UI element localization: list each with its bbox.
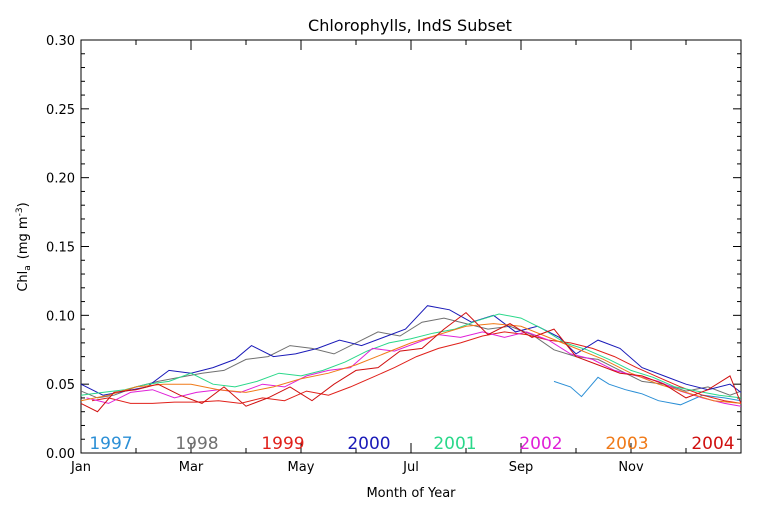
x-tick-label: Nov <box>618 460 644 475</box>
legend-year-1997: 1997 <box>89 434 132 454</box>
y-tick-label: 0.00 <box>46 447 75 462</box>
x-tick-label: Sep <box>509 460 534 475</box>
y-label-main: Chl <box>16 271 31 292</box>
series-line-1998 <box>80 317 742 399</box>
series-line-2000 <box>80 305 742 396</box>
y-label-units-pre: (mg m <box>16 216 31 259</box>
y-tick-label: 0.30 <box>46 34 75 49</box>
legend-year-1999: 1999 <box>261 434 304 454</box>
x-tick-label: May <box>288 460 315 475</box>
x-axis-label: Month of Year <box>366 486 456 501</box>
y-tick-label: 0.05 <box>46 378 75 393</box>
y-tick-label: 0.20 <box>46 172 75 187</box>
series-line-2001 <box>80 313 742 399</box>
series-line-2003 <box>80 323 742 404</box>
series-line-2004 <box>80 311 742 413</box>
y-label-sub: a <box>23 265 33 271</box>
y-label-units-sup: -3 <box>15 207 25 216</box>
series-line-1999 <box>91 331 742 404</box>
y-axis: 0.00 0.05 0.10 0.15 0.20 0.25 0.30 <box>46 34 741 462</box>
y-tick-label: 0.25 <box>46 103 75 118</box>
y-tick-label: 0.10 <box>46 309 75 324</box>
legend-year-2003: 2003 <box>605 434 648 454</box>
y-tick-label: 0.15 <box>46 241 75 256</box>
legend-year-2004: 2004 <box>691 434 734 454</box>
legend-year-1998: 1998 <box>175 434 218 454</box>
plot-frame <box>80 39 742 454</box>
chart-title: Chlorophylls, IndS Subset <box>308 16 512 35</box>
x-tick-label: Jan <box>70 460 91 475</box>
x-tick-label: Mar <box>179 460 204 475</box>
series-lines <box>80 305 742 413</box>
series-line-2002 <box>86 331 742 407</box>
y-label-units-post: ) <box>16 202 31 207</box>
y-axis-label: Chla (mg m-3) <box>15 202 33 291</box>
x-axis: Jan Mar May Jul Sep Nov <box>70 40 687 475</box>
legend-year-2000: 2000 <box>347 434 390 454</box>
legend-year-2001: 2001 <box>433 434 476 454</box>
x-tick-label: Jul <box>402 460 419 475</box>
year-legend: 1997 1998 1999 2000 2001 2002 2003 2004 <box>89 434 734 454</box>
legend-year-2002: 2002 <box>519 434 562 454</box>
